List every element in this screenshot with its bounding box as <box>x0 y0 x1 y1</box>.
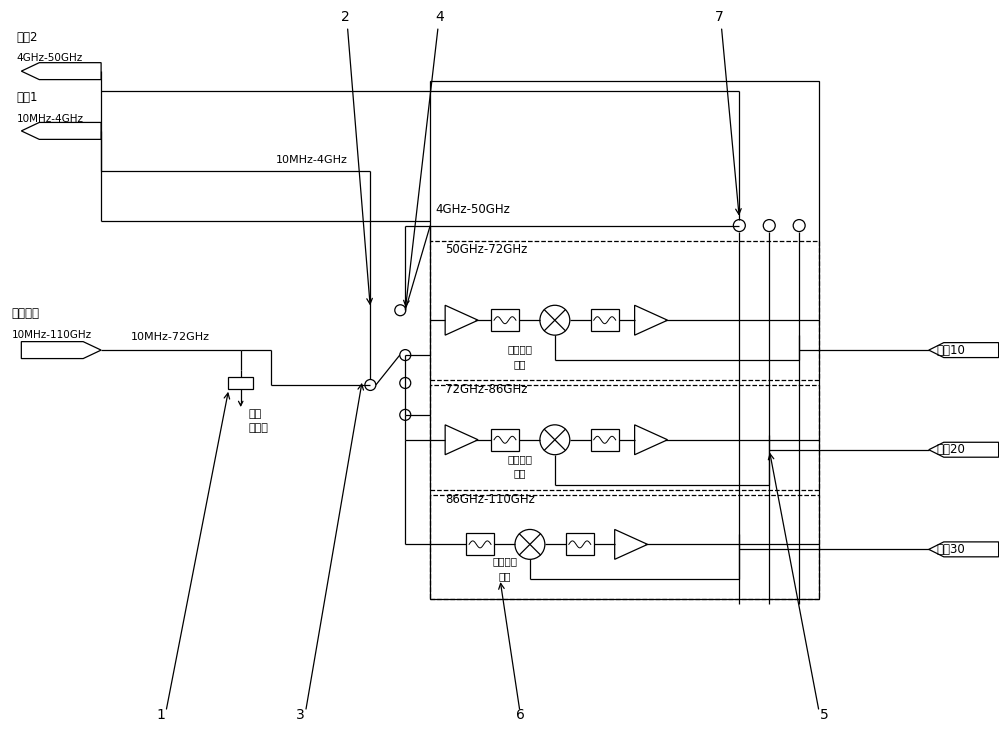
Text: 耦合: 耦合 <box>249 409 262 419</box>
Circle shape <box>365 380 376 390</box>
Text: 滤波混频: 滤波混频 <box>492 556 517 566</box>
Text: 电路: 电路 <box>514 359 526 369</box>
Text: 本振30: 本振30 <box>937 543 966 556</box>
Text: 3: 3 <box>296 707 305 722</box>
Text: 输出2: 输出2 <box>16 31 38 45</box>
Circle shape <box>395 305 406 316</box>
FancyArrow shape <box>21 122 101 140</box>
Bar <box>430 385 819 489</box>
Bar <box>591 310 619 331</box>
Text: 滤波混频: 滤波混频 <box>507 454 532 464</box>
Bar <box>466 534 494 556</box>
Bar <box>491 310 519 331</box>
Text: 本振10: 本振10 <box>937 344 966 356</box>
FancyArrow shape <box>21 63 101 79</box>
FancyArrow shape <box>929 343 999 358</box>
Text: 4: 4 <box>436 11 445 24</box>
Bar <box>491 429 519 451</box>
Text: 滤波混频: 滤波混频 <box>507 344 532 354</box>
Bar <box>430 495 819 599</box>
Text: 1: 1 <box>157 707 165 722</box>
Text: 电路: 电路 <box>499 572 511 581</box>
Text: 射频输入: 射频输入 <box>11 307 39 320</box>
Text: 10MHz-4GHz: 10MHz-4GHz <box>276 155 348 165</box>
Text: 4GHz-50GHz: 4GHz-50GHz <box>435 202 510 216</box>
Circle shape <box>400 409 411 421</box>
Circle shape <box>763 220 775 232</box>
Bar <box>591 429 619 451</box>
Text: 4GHz-50GHz: 4GHz-50GHz <box>16 53 83 63</box>
Text: 86GHz-110GHz: 86GHz-110GHz <box>445 492 535 506</box>
Text: 5: 5 <box>820 707 828 722</box>
Bar <box>430 241 819 380</box>
Text: 50GHz-72GHz: 50GHz-72GHz <box>445 243 528 257</box>
Text: 7: 7 <box>715 11 724 24</box>
Circle shape <box>793 220 805 232</box>
Text: 电路: 电路 <box>514 469 526 479</box>
Bar <box>566 534 594 556</box>
Circle shape <box>400 350 411 361</box>
Bar <box>228 377 253 389</box>
Text: 72GHz-86GHz: 72GHz-86GHz <box>445 383 528 396</box>
Text: 10MHz-72GHz: 10MHz-72GHz <box>131 332 210 342</box>
FancyArrow shape <box>21 341 101 359</box>
FancyArrow shape <box>929 442 999 458</box>
Circle shape <box>733 220 745 232</box>
Text: 6: 6 <box>516 707 524 722</box>
Text: 双工器: 双工器 <box>249 423 269 433</box>
Text: 输出1: 输出1 <box>16 91 38 104</box>
Circle shape <box>400 378 411 389</box>
Text: 10MHz-110GHz: 10MHz-110GHz <box>11 330 91 341</box>
Text: 2: 2 <box>341 11 350 24</box>
Bar <box>430 81 819 599</box>
Text: 本振20: 本振20 <box>937 443 966 456</box>
Text: 10MHz-4GHz: 10MHz-4GHz <box>16 114 83 124</box>
FancyArrow shape <box>929 542 999 557</box>
